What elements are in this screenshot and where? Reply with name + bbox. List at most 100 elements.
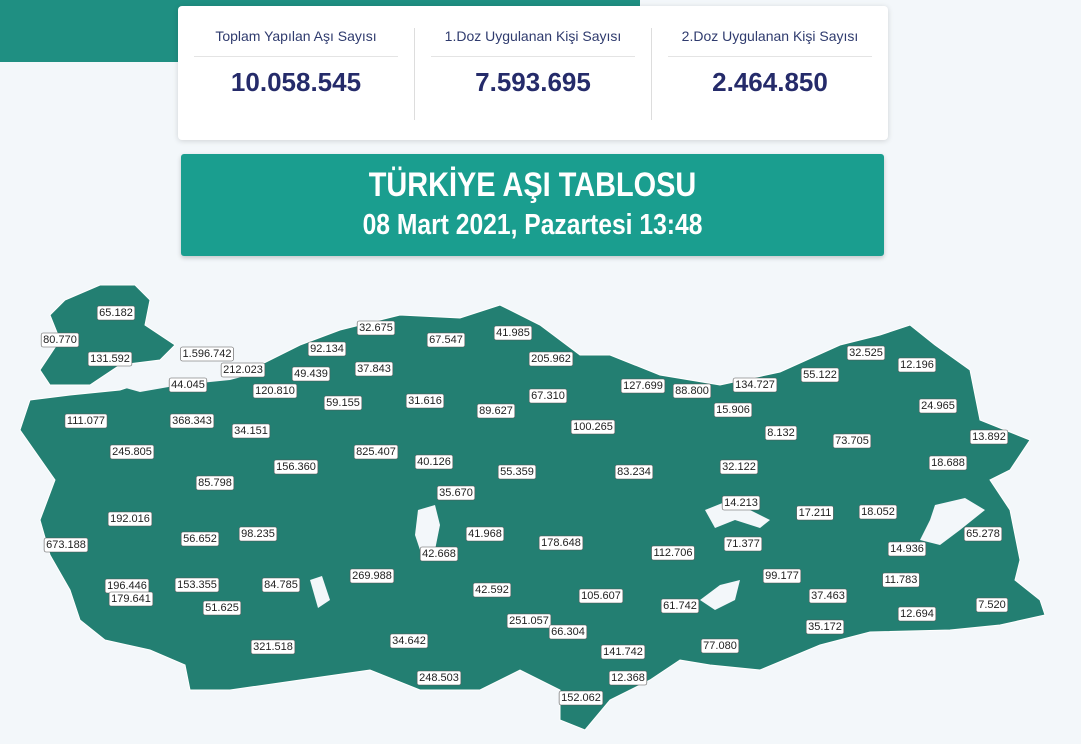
province-label: 112.706: [654, 547, 693, 559]
label-box: [558, 690, 604, 706]
province-label: 66.304: [551, 626, 585, 638]
label-box: [723, 536, 763, 552]
label-box: [858, 504, 898, 520]
label-box: [180, 531, 220, 547]
label-box: [180, 346, 234, 362]
province-label: 55.122: [803, 369, 837, 381]
province-label: 35.172: [808, 621, 842, 633]
province-label: 37.463: [811, 590, 845, 602]
label-box: [719, 459, 759, 475]
label-box: [307, 341, 347, 357]
label-box: [465, 526, 505, 542]
province-label: 205.962: [531, 353, 571, 365]
label-box: [660, 598, 700, 614]
label-box: [713, 402, 753, 418]
province-label: 192.016: [110, 513, 150, 525]
province-label: 245.805: [112, 446, 152, 458]
label-box: [108, 591, 154, 607]
province-label: 89.627: [479, 405, 513, 417]
province-label: 14.936: [890, 543, 924, 555]
label-box: [528, 351, 574, 367]
label-box: [261, 577, 301, 593]
province-label: 251.057: [509, 615, 549, 627]
label-box: [107, 511, 153, 527]
province-label: 11.783: [885, 574, 918, 586]
province-label: 55.359: [500, 466, 534, 478]
label-box: [476, 403, 516, 419]
province-label: 248.503: [419, 672, 459, 684]
label-box: [40, 332, 80, 348]
province-label: 105.607: [581, 590, 621, 602]
province-label: 34.642: [392, 635, 426, 647]
label-box: [721, 495, 761, 511]
label-box: [548, 624, 588, 640]
province-label: 92.134: [310, 343, 344, 355]
label-box: [419, 546, 459, 562]
label-box: [887, 541, 927, 557]
province-label: 32.122: [722, 461, 756, 473]
province-label: 32.525: [849, 347, 883, 359]
label-box: [620, 378, 666, 394]
label-box: [732, 377, 778, 393]
province-label: 42.668: [422, 548, 456, 560]
label-box: [472, 582, 512, 598]
province-label: 44.045: [171, 379, 205, 391]
province-label: 41.985: [496, 327, 530, 339]
banner-date: 08 Mart 2021, Pazartesi 13:48: [362, 209, 703, 241]
province-label: 152.062: [561, 692, 601, 704]
province-label: 83.234: [617, 466, 651, 478]
label-box: [762, 568, 802, 584]
province-label: 73.705: [835, 435, 869, 447]
label-box: [570, 419, 616, 435]
label-box: [349, 568, 395, 584]
label-box: [800, 367, 840, 383]
label-box: [506, 613, 552, 629]
label-box: [323, 395, 363, 411]
lake-tuz: [415, 505, 440, 556]
label-box: [169, 413, 215, 429]
province-label: 111.077: [67, 415, 105, 427]
province-label: 65.182: [99, 307, 133, 319]
stat-value: 2.464.850: [712, 67, 828, 97]
label-box: [291, 366, 331, 382]
province-label: 37.843: [357, 363, 391, 375]
label-box: [220, 362, 266, 378]
label-box: [250, 639, 296, 655]
label-box: [975, 597, 1009, 613]
label-box: [174, 577, 220, 593]
province-label: 12.694: [900, 608, 934, 620]
label-box: [354, 361, 394, 377]
lake-ataturk: [700, 580, 740, 610]
label-box: [389, 633, 429, 649]
lake-van: [920, 498, 985, 545]
stat-value: 10.058.545: [230, 67, 362, 97]
label-box: [528, 388, 568, 404]
province-label: 49.439: [294, 368, 328, 380]
label-box: [608, 670, 648, 686]
province-label: 127.699: [623, 380, 663, 392]
label-box: [238, 526, 278, 542]
label-box: [426, 332, 466, 348]
label-box: [700, 638, 740, 654]
province-label: 1.596.742: [183, 348, 232, 360]
province-label: 153.355: [177, 579, 217, 591]
province-label: 269.988: [352, 570, 392, 582]
label-box: [651, 545, 695, 561]
province-label: 35.670: [439, 487, 473, 499]
label-box: [353, 444, 399, 460]
province-label: 179.641: [111, 593, 151, 605]
label-box: [497, 464, 537, 480]
label-box: [897, 606, 937, 622]
province-label: 178.648: [541, 537, 581, 549]
label-box: [168, 377, 208, 393]
province-label: 59.155: [326, 397, 360, 409]
label-box: [832, 433, 872, 449]
label-box: [578, 588, 624, 604]
label-box: [416, 670, 462, 686]
province-label: 120.810: [255, 385, 295, 397]
label-box: [805, 619, 845, 635]
stat: 1.Doz Uygulanan Kişi Sayısı 7.593.695: [415, 28, 652, 120]
stat: Toplam Yapılan Aşı Sayısı 10.058.545: [178, 28, 415, 120]
province-label: 131.592: [90, 353, 130, 365]
province-label: 56.652: [183, 533, 217, 545]
